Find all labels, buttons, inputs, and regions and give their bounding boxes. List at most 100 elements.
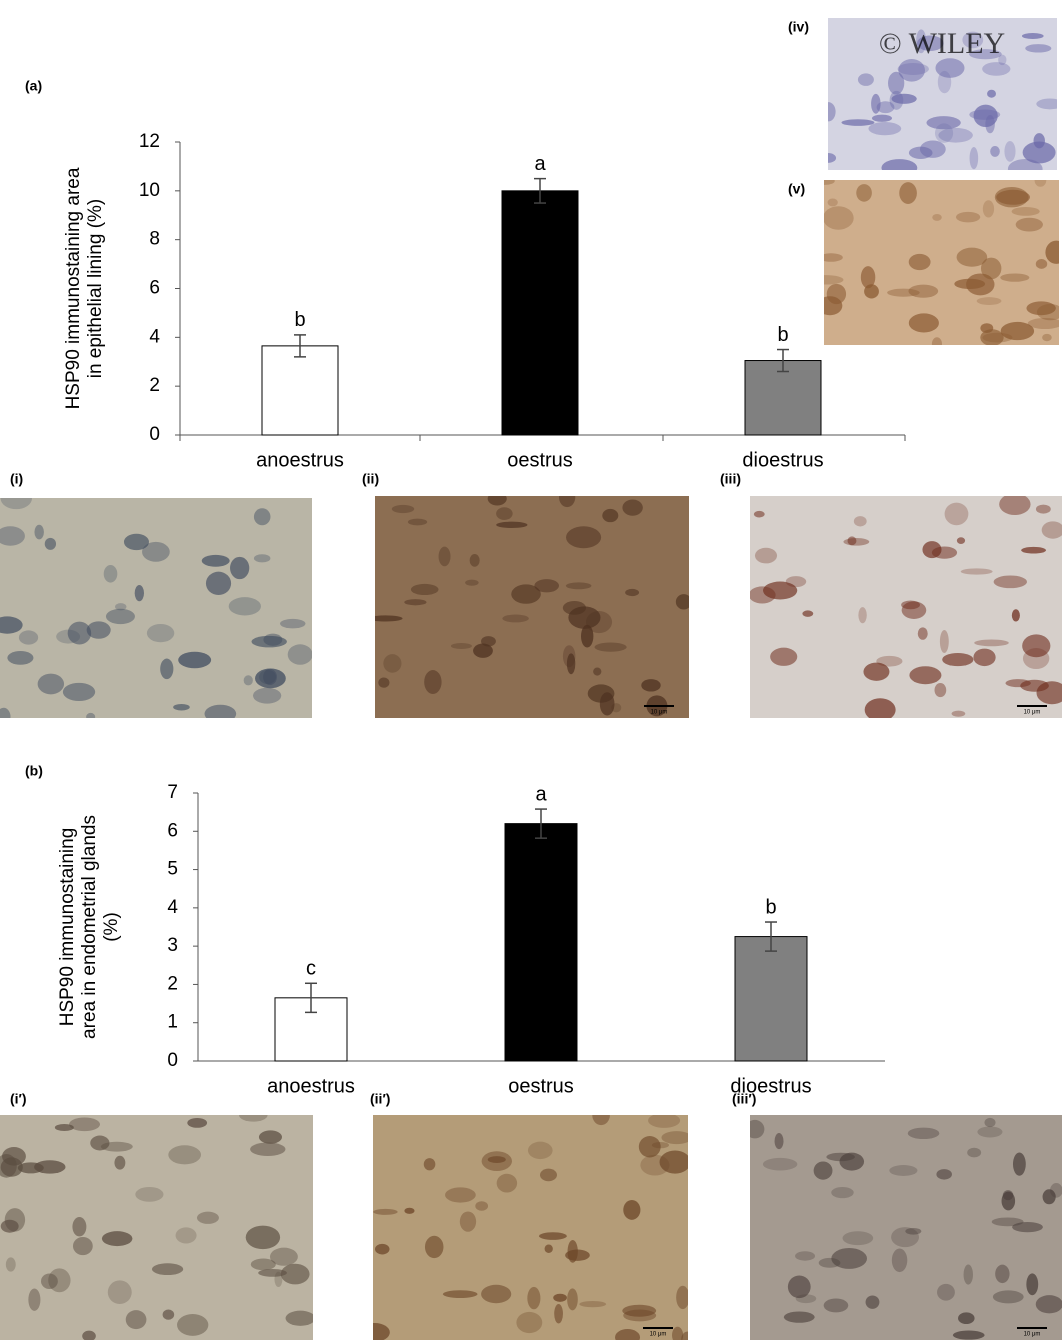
cell [107, 1280, 132, 1305]
cell [1012, 1152, 1026, 1176]
cell [954, 278, 986, 290]
cell [1027, 318, 1059, 330]
cell [599, 692, 615, 716]
cell [967, 1147, 982, 1158]
y-tick-label: 12 [139, 131, 160, 152]
cell [615, 1329, 641, 1340]
cell [0, 1219, 19, 1233]
cell [853, 516, 867, 527]
y-tick-label: 7 [167, 782, 178, 803]
cell [990, 145, 1000, 157]
cell [996, 189, 1030, 205]
cell [980, 257, 1002, 280]
cell [1034, 180, 1047, 187]
bar [261, 345, 339, 436]
cell [860, 266, 876, 289]
cell [993, 575, 1027, 589]
cell [103, 565, 118, 583]
cell [876, 655, 903, 667]
cell [86, 712, 96, 718]
cell [487, 1156, 506, 1164]
cell [982, 62, 1011, 76]
cell [205, 571, 232, 596]
cell [1035, 1295, 1062, 1314]
cell [269, 1247, 298, 1266]
cell [638, 1136, 661, 1158]
cell [750, 1119, 765, 1139]
y-axis-label: in epithelial lining (%) [85, 199, 106, 379]
y-axis-label: HSP90 immunostaining [57, 828, 78, 1027]
cell [1041, 521, 1062, 539]
cell [901, 601, 927, 619]
cell [44, 537, 57, 550]
error-bar [534, 177, 546, 204]
cell [383, 654, 402, 673]
cell [1042, 1189, 1056, 1205]
cell [952, 1330, 985, 1340]
cell [101, 1231, 133, 1247]
cell [602, 508, 619, 523]
cell [162, 1309, 175, 1320]
cell [962, 31, 984, 49]
micrograph [824, 180, 1059, 345]
cell [86, 621, 111, 639]
cell [1035, 259, 1048, 269]
cell [534, 579, 559, 593]
cell [558, 496, 576, 508]
cell [908, 284, 939, 298]
cell [881, 159, 918, 170]
significance-letter: b [294, 309, 305, 331]
significance-letter: a [535, 783, 547, 805]
cell [795, 1251, 816, 1261]
cell [34, 524, 44, 540]
cell [168, 1145, 202, 1165]
cell [562, 645, 576, 668]
cell [826, 283, 847, 305]
cell [864, 698, 896, 718]
x-tick-label: anoestrus [256, 449, 344, 471]
scale-bar-label: 10 μm [651, 710, 668, 716]
cell [135, 1186, 164, 1202]
micrograph-background [824, 180, 1059, 345]
y-axis-label: HSP90 immunostaining area [63, 167, 84, 409]
cell [407, 518, 428, 526]
cell [824, 206, 854, 230]
cell [944, 502, 969, 526]
cell [151, 1263, 184, 1276]
cell [1026, 1273, 1039, 1296]
bar [501, 190, 579, 436]
cell [201, 554, 230, 567]
cell [908, 146, 933, 159]
cell [958, 1312, 975, 1325]
cell [539, 1232, 567, 1240]
cell [287, 644, 312, 665]
cell [527, 1286, 541, 1310]
micrograph: 10 μm [750, 496, 1062, 718]
cell [942, 652, 974, 667]
cell [623, 1199, 641, 1220]
cell [1011, 609, 1020, 622]
cell [146, 623, 175, 643]
cell [1036, 98, 1057, 110]
cell [28, 1288, 41, 1311]
cell [48, 1268, 71, 1293]
error-bar [305, 982, 317, 1014]
cell [909, 666, 942, 685]
cell [858, 607, 867, 624]
cell [891, 1248, 908, 1273]
cell [568, 606, 601, 629]
micrograph-label: (v) [788, 181, 805, 197]
cell [565, 582, 592, 590]
cell [899, 182, 917, 205]
cell [908, 253, 931, 271]
significance-letter: b [777, 324, 788, 346]
cell [955, 211, 981, 223]
significance-letter: a [534, 153, 546, 175]
cell [1011, 207, 1040, 216]
cell [125, 1310, 147, 1330]
cell [255, 668, 286, 689]
cell [641, 679, 661, 692]
cell [285, 1310, 313, 1326]
cell [625, 588, 640, 597]
panel-label: (a) [25, 78, 42, 94]
